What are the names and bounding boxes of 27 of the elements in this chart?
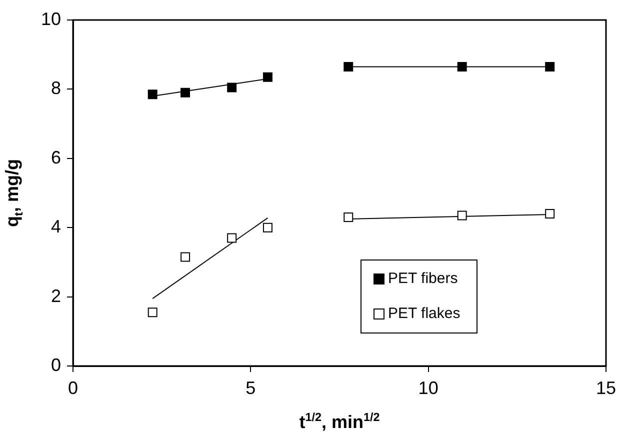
y-tick-label: 0	[50, 354, 61, 375]
y-tick-label: 8	[50, 78, 61, 98]
point	[545, 209, 555, 219]
x-tick-label: 0	[68, 378, 78, 398]
point	[457, 210, 467, 220]
point	[545, 62, 555, 72]
legend-label: PET fibers	[388, 270, 458, 288]
y-tick-label: 10	[40, 8, 61, 29]
point	[344, 212, 354, 222]
x-tick-label: 5	[246, 378, 256, 398]
x-tick-label: 10	[418, 378, 438, 398]
y-axis-title: qt, mg/g	[2, 159, 26, 227]
y-tick-label: 6	[50, 147, 61, 168]
point	[180, 88, 190, 98]
point	[457, 62, 467, 72]
y-tick-label: 2	[50, 286, 61, 306]
point	[227, 233, 237, 243]
y-tick-label: 4	[50, 216, 61, 237]
x-tick-label: 15	[596, 378, 616, 398]
point	[148, 308, 158, 318]
point	[227, 82, 237, 92]
point	[148, 90, 158, 100]
point	[180, 252, 190, 262]
point	[262, 222, 272, 232]
point	[344, 62, 354, 72]
legend-label: PET flakes	[388, 305, 460, 322]
point	[262, 72, 272, 82]
